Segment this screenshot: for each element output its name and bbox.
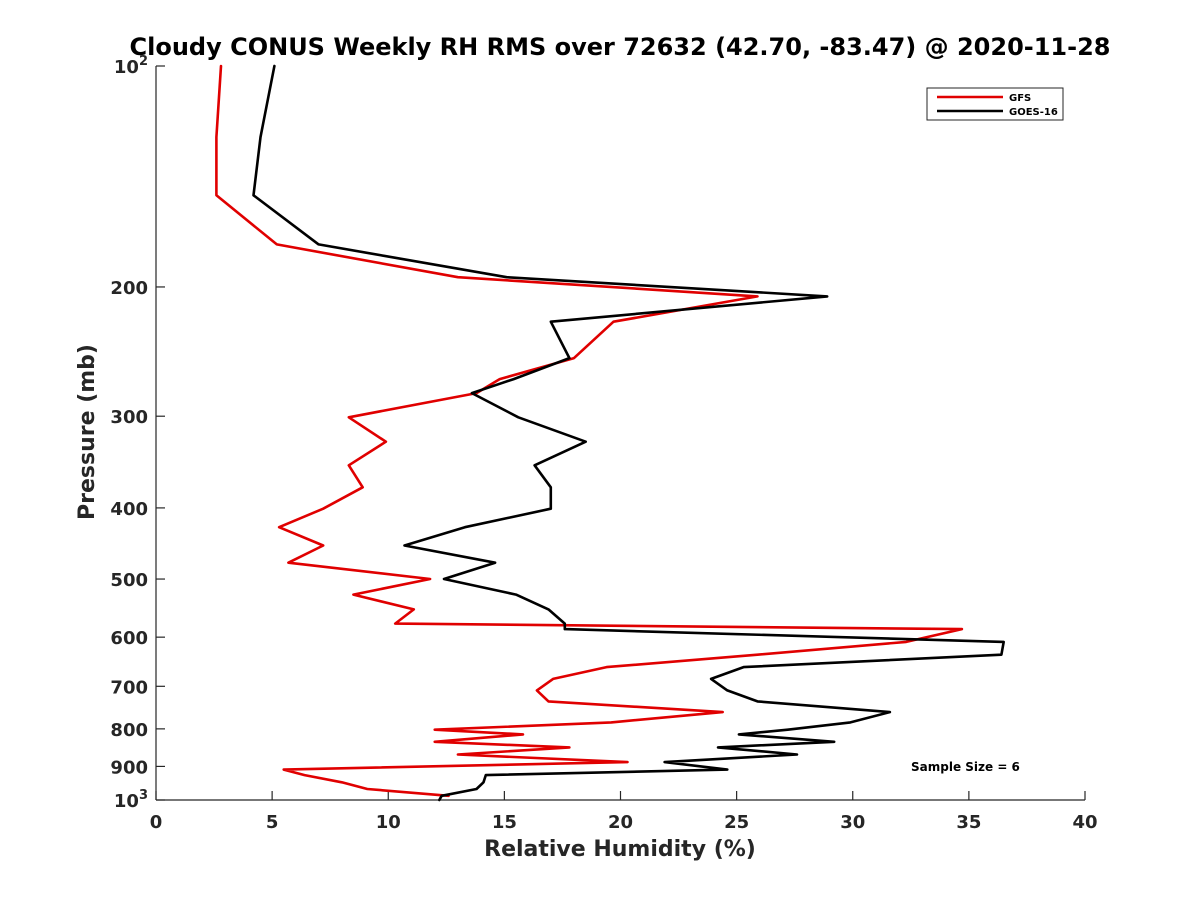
legend: GFS GOES-16 — [926, 87, 1064, 121]
y-tick-label: 400 — [110, 499, 148, 520]
x-tick-label: 30 — [840, 812, 865, 833]
series-layer — [215, 64, 1006, 802]
y-tick-base: 10 — [114, 791, 139, 812]
legend-label: GFS — [1009, 93, 1031, 104]
y-tick-exponent: 3 — [139, 788, 148, 803]
x-tick-label: 0 — [150, 812, 163, 833]
y-tick-label: 300 — [110, 407, 148, 428]
y-axis-label: Pressure (mb) — [75, 344, 100, 520]
y-tick-label: 102 — [114, 54, 148, 78]
y-tick-label: 500 — [110, 570, 148, 591]
y-tick-label: 700 — [110, 677, 148, 698]
x-axis-label: Relative Humidity (%) — [484, 837, 756, 862]
series-line-goes-16 — [252, 64, 1006, 802]
x-tick-label: 35 — [956, 812, 981, 833]
x-tick-label: 40 — [1072, 812, 1097, 833]
series-line-gfs — [215, 64, 964, 798]
x-tick-label: 5 — [266, 812, 279, 833]
legend-label: GOES-16 — [1009, 107, 1058, 118]
chart-title: Cloudy CONUS Weekly RH RMS over 72632 (4… — [130, 33, 1111, 61]
y-tick-label: 200 — [110, 278, 148, 299]
x-tick-label: 10 — [376, 812, 401, 833]
sample-size-annotation: Sample Size = 6 — [911, 760, 1020, 774]
x-tick-label: 15 — [492, 812, 517, 833]
y-tick-exponent: 2 — [139, 54, 148, 69]
x-tick-label: 20 — [608, 812, 633, 833]
y-tick-label: 800 — [110, 720, 148, 741]
y-tick-base: 10 — [114, 57, 139, 78]
y-tick-label: 900 — [110, 757, 148, 778]
x-axis-ticks: 0 5 10 15 20 25 30 35 40 — [150, 791, 1098, 833]
x-tick-label: 25 — [724, 812, 749, 833]
y-tick-label: 600 — [110, 628, 148, 649]
plot-axes — [155, 66, 1085, 801]
y-tick-label: 103 — [114, 788, 148, 812]
legend-box — [926, 87, 1064, 121]
